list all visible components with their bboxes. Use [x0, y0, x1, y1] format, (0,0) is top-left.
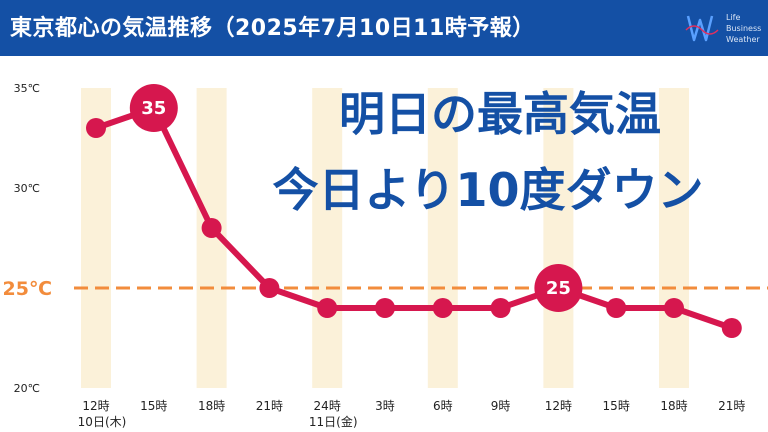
value-bubble [534, 264, 583, 312]
x-tick-label: 12時 [82, 399, 109, 413]
x-tick-label: 24時 [314, 399, 341, 413]
data-point [201, 218, 222, 238]
logo-text: Life Business Weather [726, 12, 761, 45]
data-point [664, 298, 684, 318]
x-tick-label: 15時 [603, 399, 630, 413]
logo-line-life: Life [726, 13, 741, 22]
header-bar: 東京都心の気温推移（2025年7月10日11時予報） Life Business… [0, 0, 768, 56]
y-tick-label: 35℃ [14, 82, 40, 95]
value-bubble-label: 35 [141, 98, 166, 119]
y-tick-label: 30℃ [14, 182, 40, 195]
value-bubble [129, 84, 178, 132]
data-point [721, 318, 742, 338]
x-tick-label: 15時 [140, 399, 167, 413]
data-point [375, 298, 395, 318]
x-tick-label: 21時 [718, 399, 745, 413]
wave-logo-icon [685, 15, 719, 42]
background-band [659, 88, 689, 388]
headline-line-2: 今日より10度ダウン [272, 163, 704, 217]
x-tick-label: 21時 [256, 399, 283, 413]
data-point [86, 118, 106, 138]
x-tick-label: 9時 [491, 399, 511, 413]
background-band [427, 88, 458, 388]
x-tick-label: 6時 [433, 399, 453, 413]
weather-logo: Life Business Weather [684, 8, 764, 48]
data-point [490, 298, 511, 318]
y-tick-label: 20℃ [14, 382, 40, 395]
headline-line-1: 明日の最高気温 [339, 87, 661, 141]
x-tick-label: 18時 [198, 399, 225, 413]
x-date-label: 11日(金) [309, 414, 358, 429]
logo-line-business: Business [726, 24, 762, 33]
x-tick-label: 12時 [545, 399, 572, 413]
x-tick-label: 3時 [375, 399, 395, 413]
background-band [312, 88, 343, 388]
page-title: 東京都心の気温推移（2025年7月10日11時予報） [10, 16, 535, 41]
value-bubble-label: 25 [546, 278, 571, 299]
data-point [606, 298, 627, 318]
data-point [259, 278, 280, 298]
x-tick-label: 18時 [660, 399, 687, 413]
data-point [317, 298, 338, 318]
background-band [543, 88, 574, 388]
x-date-label: 10日(木) [78, 415, 127, 429]
reference-line-label: 25℃ [3, 278, 52, 300]
data-point [432, 298, 453, 318]
logo-line-weather: Weather [726, 35, 760, 44]
